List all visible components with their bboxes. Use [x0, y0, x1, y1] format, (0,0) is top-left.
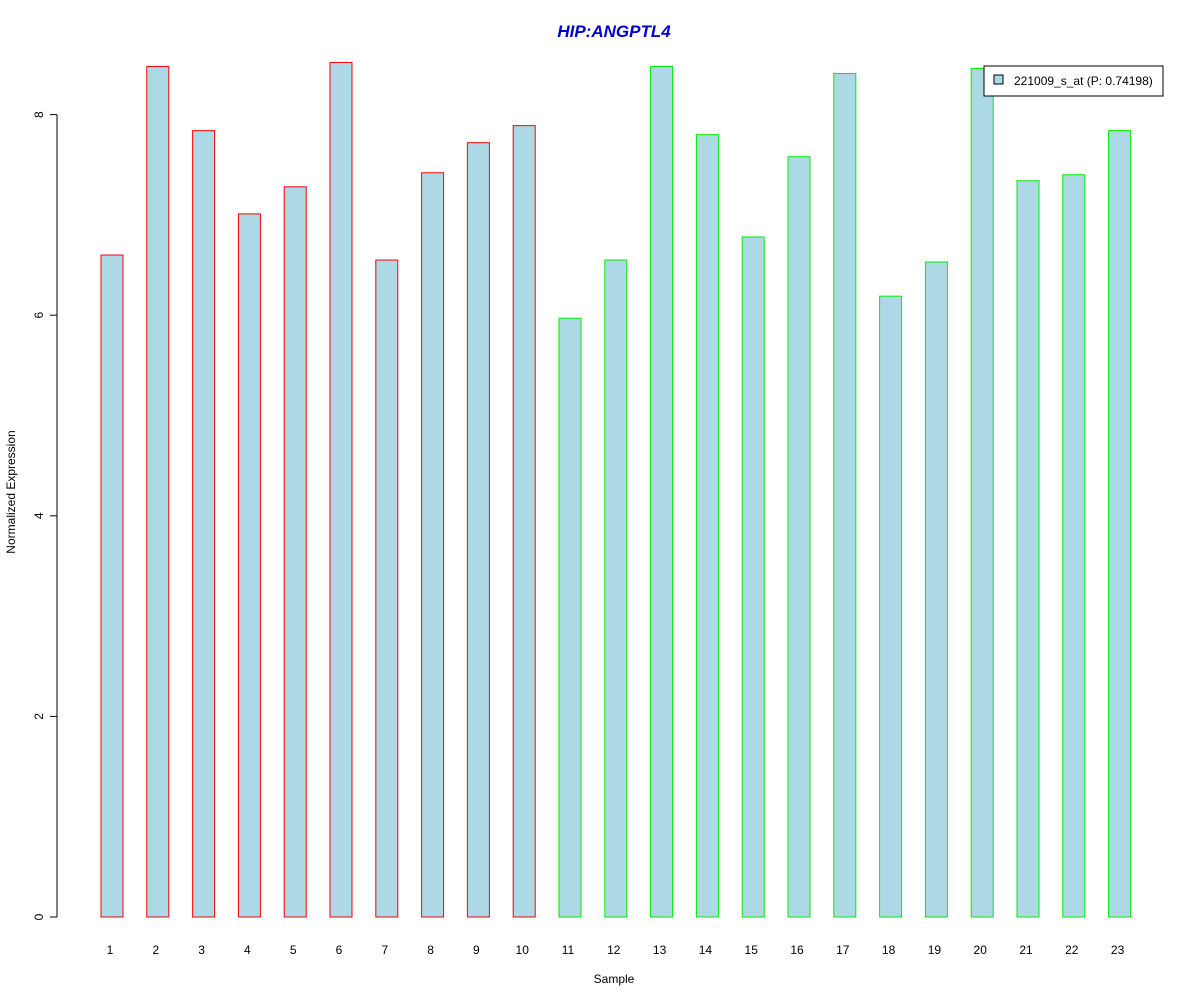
y-tick-label: 0 — [32, 913, 46, 920]
x-tick-label: 8 — [427, 943, 434, 957]
legend-entry-label: 221009_s_at (P: 0.74198) — [1014, 74, 1153, 88]
bar-sample-11 — [558, 317, 582, 918]
y-axis: 0 2 4 6 8 — [32, 111, 58, 920]
bar-sample-16 — [787, 156, 811, 918]
y-axis-label: Normalized Expression — [4, 430, 18, 553]
x-axis-label: Sample — [594, 972, 635, 986]
bar-sample-17 — [833, 72, 857, 918]
y-tick-label: 6 — [32, 312, 46, 319]
chart-title: HIP:ANGPTL4 — [557, 22, 671, 41]
bar-sample-5 — [283, 186, 307, 918]
bar-sample-6 — [329, 61, 353, 918]
x-tick-labels: 1 2 3 4 5 6 7 8 9 10 11 12 13 14 15 16 17 18 19 20 21 22 23 — [107, 943, 1125, 957]
x-tick-label: 23 — [1111, 943, 1125, 957]
bar-sample-12 — [604, 259, 628, 918]
bar-sample-22 — [1062, 174, 1086, 918]
x-tick-label: 15 — [745, 943, 759, 957]
bars-group — [100, 61, 1132, 918]
bar-sample-13 — [650, 65, 674, 918]
bar-sample-23 — [1108, 130, 1132, 918]
x-tick-label: 11 — [562, 943, 575, 957]
bar-sample-15 — [741, 236, 765, 918]
bar-sample-2 — [146, 65, 170, 918]
bar-sample-14 — [695, 134, 719, 918]
bar-sample-19 — [924, 261, 948, 918]
x-tick-label: 17 — [836, 943, 850, 957]
x-tick-label: 3 — [198, 943, 205, 957]
y-tick-label: 2 — [32, 713, 46, 720]
x-tick-label: 22 — [1065, 943, 1079, 957]
bar-sample-10 — [512, 125, 536, 918]
bar-sample-3 — [192, 130, 216, 918]
legend-box — [983, 65, 1164, 97]
x-tick-label: 21 — [1019, 943, 1033, 957]
bar-sample-7 — [375, 259, 399, 918]
x-tick-label: 6 — [336, 943, 343, 957]
x-tick-label: 10 — [516, 943, 530, 957]
x-tick-label: 12 — [607, 943, 621, 957]
y-tick-label: 8 — [32, 111, 46, 118]
x-tick-label: 5 — [290, 943, 297, 957]
x-tick-label: 1 — [107, 943, 114, 957]
bar-sample-1 — [100, 254, 124, 918]
legend-swatch — [993, 74, 1004, 85]
bar-sample-9 — [466, 142, 490, 918]
x-tick-label: 2 — [152, 943, 159, 957]
x-tick-label: 7 — [381, 943, 388, 957]
x-tick-label: 14 — [699, 943, 713, 957]
x-tick-label: 4 — [244, 943, 251, 957]
bar-sample-8 — [421, 172, 445, 918]
bar-sample-21 — [1016, 180, 1040, 918]
x-tick-label: 18 — [882, 943, 896, 957]
legend: 221009_s_at (P: 0.74198) — [983, 65, 1164, 97]
x-tick-label: 19 — [928, 943, 942, 957]
x-tick-label: 9 — [473, 943, 480, 957]
bar-sample-20 — [970, 67, 994, 918]
x-tick-label: 20 — [974, 943, 988, 957]
y-tick-label: 4 — [32, 512, 46, 519]
x-tick-label: 13 — [653, 943, 667, 957]
bar-sample-4 — [237, 213, 261, 918]
bar-sample-18 — [879, 295, 903, 918]
x-tick-label: 16 — [790, 943, 804, 957]
